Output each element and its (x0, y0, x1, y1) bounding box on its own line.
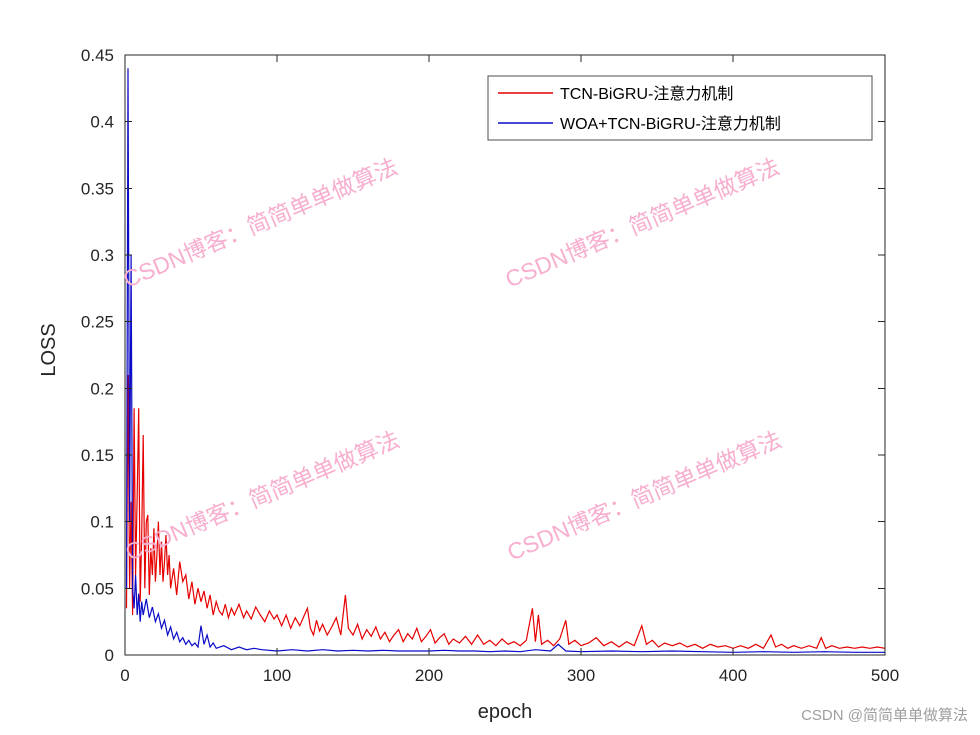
y-axis-label: LOSS (38, 323, 60, 376)
x-axis-label: epoch (478, 701, 533, 723)
legend-label-blue: WOA+TCN-BiGRU-注意力机制 (560, 114, 781, 133)
legend-label-red: TCN-BiGRU-注意力机制 (560, 84, 733, 103)
series-line-1 (125, 68, 885, 653)
y-tick-label: 0.4 (90, 113, 114, 132)
y-tick-label: 0.2 (90, 379, 114, 398)
series-line-0 (125, 374, 886, 650)
legend-box (487, 75, 873, 141)
y-tick-label: 0.25 (81, 313, 114, 332)
y-tick-label: 0.45 (81, 46, 114, 65)
credit-text: CSDN @简简单单做算法 (801, 707, 968, 724)
y-tick-label: 0.35 (81, 179, 114, 198)
x-tick-label: 0 (120, 666, 129, 685)
y-tick-label: 0.05 (81, 579, 114, 598)
legend: TCN-BiGRU-注意力机制 WOA+TCN-BiGRU-注意力机制 (487, 75, 873, 141)
y-tick-label: 0 (105, 646, 114, 665)
axis-ticks: 0 100 200 300 400 500 0 0.05 0.1 0.15 0.2 0.25 0.3 0.… (81, 46, 899, 685)
y-tick-label: 0.3 (90, 246, 114, 265)
x-tick-label: 200 (415, 666, 443, 685)
x-tick-label: 500 (871, 666, 899, 685)
y-tick-label: 0.1 (90, 513, 114, 532)
x-tick-label: 400 (719, 666, 747, 685)
plot-area (124, 54, 886, 656)
series-group (125, 68, 886, 653)
x-tick-label: 100 (263, 666, 291, 685)
y-tick-label: 0.15 (81, 446, 114, 465)
x-tick-label: 300 (567, 666, 595, 685)
